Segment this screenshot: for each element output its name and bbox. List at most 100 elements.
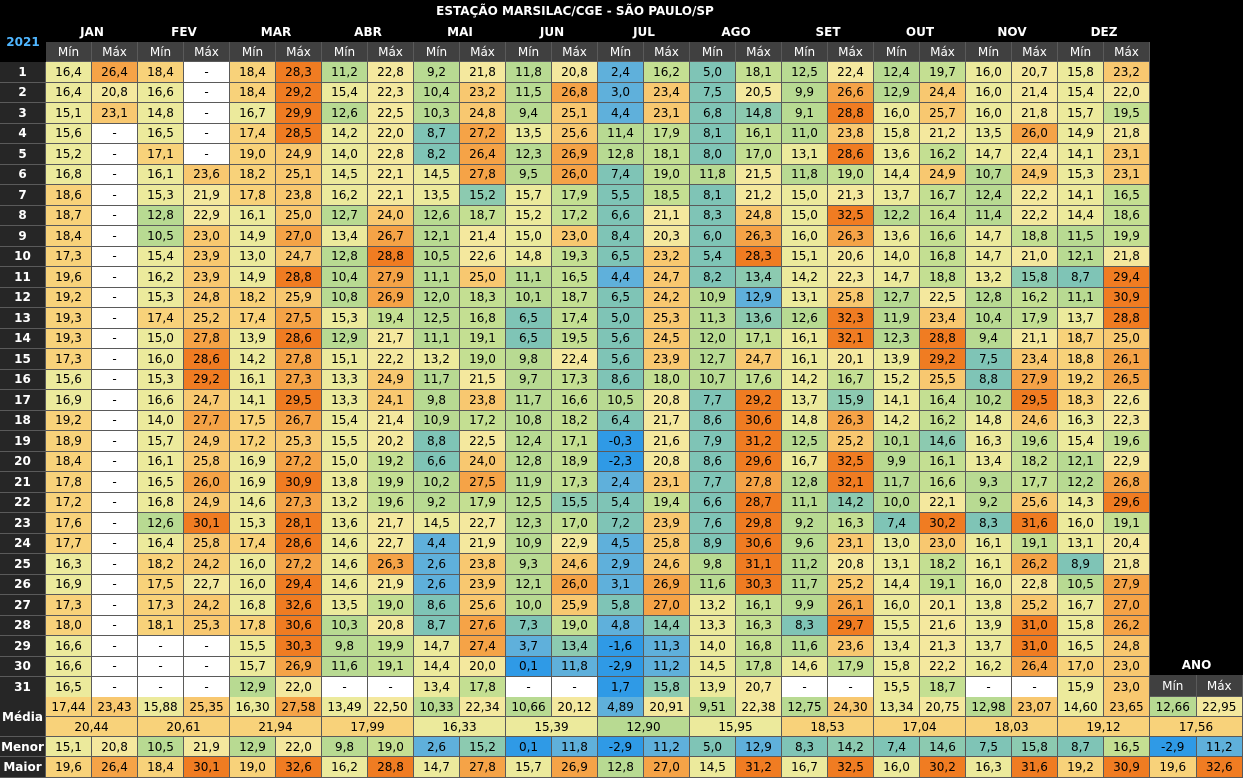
max-temp-cell: - (92, 574, 138, 595)
min-temp-cell: 17,4 (230, 533, 276, 554)
min-temp-cell: 15,0 (322, 451, 368, 472)
min-temp-cell: 16,6 (46, 656, 92, 677)
max-temp-cell: 28,3 (276, 62, 322, 83)
min-temp-cell: 12,5 (506, 492, 552, 513)
menor-max-cell: 11,8 (552, 737, 598, 757)
maior-min-cell: 16,7 (782, 757, 828, 778)
month-header: ABR (354, 25, 382, 39)
max-temp-cell: 17,3 (552, 369, 598, 390)
max-temp-cell: 18,8 (920, 267, 966, 288)
min-temp-cell: 12,8 (598, 144, 644, 165)
min-temp-cell: 15,4 (322, 82, 368, 103)
min-temp-cell: 3,1 (598, 574, 644, 595)
max-temp-cell: 23,2 (460, 82, 506, 103)
min-temp-cell: 5,6 (598, 328, 644, 349)
max-temp-cell: 15,8 (644, 677, 690, 698)
min-temp-cell: 7,3 (506, 615, 552, 636)
min-temp-cell: -2,9 (598, 656, 644, 677)
min-temp-cell: 16,7 (782, 451, 828, 472)
min-temp-cell: 13,2 (414, 349, 460, 370)
max-temp-cell: 24,8 (736, 205, 782, 226)
min-temp-cell: 16,2 (138, 267, 184, 288)
max-temp-cell: 11,2 (644, 656, 690, 677)
max-temp-cell: 14,6 (920, 431, 966, 452)
max-temp-cell: 22,5 (920, 287, 966, 308)
max-temp-cell: 17,8 (736, 656, 782, 677)
min-temp-cell: 13,5 (322, 595, 368, 616)
min-temp-cell: -1,6 (598, 636, 644, 657)
maior-max-cell: 28,8 (368, 757, 414, 778)
min-temp-cell: 11,5 (1058, 226, 1104, 247)
max-temp-cell: 23,0 (1104, 677, 1150, 698)
min-temp-cell: 15,5 (322, 431, 368, 452)
min-temp-cell: 12,6 (138, 513, 184, 534)
max-temp-cell: 18,7 (552, 287, 598, 308)
max-temp-cell: 20,7 (1012, 62, 1058, 83)
max-temp-cell: 24,2 (644, 287, 690, 308)
max-temp-cell: 22,2 (368, 349, 414, 370)
min-col-header: Mín (874, 42, 920, 62)
min-temp-cell: - (506, 677, 552, 698)
max-temp-cell: 26,0 (1012, 123, 1058, 144)
max-temp-cell: 26,7 (368, 226, 414, 247)
min-temp-cell: 16,9 (46, 574, 92, 595)
max-temp-cell: 25,5 (920, 369, 966, 390)
max-temp-cell: - (184, 144, 230, 165)
month-header: JUL (633, 25, 655, 39)
max-temp-cell: - (92, 328, 138, 349)
max-temp-cell: 26,1 (1104, 349, 1150, 370)
max-temp-cell: 17,9 (828, 656, 874, 677)
min-temp-cell: 5,4 (598, 492, 644, 513)
max-temp-cell: 23,0 (184, 226, 230, 247)
max-temp-cell: 29,6 (736, 451, 782, 472)
maior-max-cell: 26,4 (92, 757, 138, 778)
min-temp-cell: 11,9 (874, 308, 920, 329)
max-temp-cell: 22,2 (1012, 185, 1058, 206)
max-temp-cell: 15,8 (1012, 267, 1058, 288)
min-temp-cell: 8,1 (690, 123, 736, 144)
min-temp-cell: 10,3 (414, 103, 460, 124)
min-temp-cell: 14,5 (414, 513, 460, 534)
min-temp-cell: 13,4 (414, 677, 460, 698)
day-label: 19 (0, 431, 46, 452)
min-temp-cell: 14,9 (1058, 123, 1104, 144)
max-temp-cell: 25,8 (644, 533, 690, 554)
media-max-cell: 22,38 (736, 697, 782, 717)
max-temp-cell: 23,9 (644, 513, 690, 534)
max-temp-cell: - (92, 451, 138, 472)
max-temp-cell: 21,8 (1104, 246, 1150, 267)
day-label: 31 (0, 677, 46, 698)
min-temp-cell: 17,0 (1058, 656, 1104, 677)
max-temp-cell: 24,8 (460, 103, 506, 124)
max-temp-cell: 31,6 (1012, 513, 1058, 534)
min-temp-cell: 12,9 (322, 328, 368, 349)
max-temp-cell: 26,4 (1012, 656, 1058, 677)
max-temp-cell: 19,6 (368, 492, 414, 513)
menor-max-cell: 11,2 (644, 737, 690, 757)
max-temp-cell: 21,8 (1104, 123, 1150, 144)
max-temp-cell: 19,9 (368, 472, 414, 493)
day-label: 10 (0, 246, 46, 267)
min-temp-cell: 14,9 (230, 267, 276, 288)
maior-max-cell: 31,2 (736, 757, 782, 778)
maior-min-cell: 19,0 (230, 757, 276, 778)
media-min-cell: 17,44 (46, 697, 92, 717)
max-temp-cell: 17,9 (644, 123, 690, 144)
max-temp-cell: 27,0 (644, 595, 690, 616)
max-temp-cell: 27,9 (368, 267, 414, 288)
min-temp-cell: 11,8 (506, 62, 552, 83)
min-temp-cell: 9,8 (506, 349, 552, 370)
min-col-header: Mín (230, 42, 276, 62)
min-temp-cell: 12,8 (322, 246, 368, 267)
maior-min-cell: 14,5 (690, 757, 736, 778)
max-temp-cell: 29,5 (276, 390, 322, 411)
min-temp-cell: 12,4 (966, 185, 1012, 206)
max-temp-cell: 18,7 (460, 205, 506, 226)
max-temp-cell: 18,1 (736, 62, 782, 83)
media-cell: 19,12 (1058, 717, 1150, 737)
min-temp-cell: 13,4 (874, 636, 920, 657)
max-temp-cell: - (92, 308, 138, 329)
min-temp-cell: 15,2 (506, 205, 552, 226)
media-cell: 16,33 (414, 717, 506, 737)
max-temp-cell: 25,6 (1012, 492, 1058, 513)
